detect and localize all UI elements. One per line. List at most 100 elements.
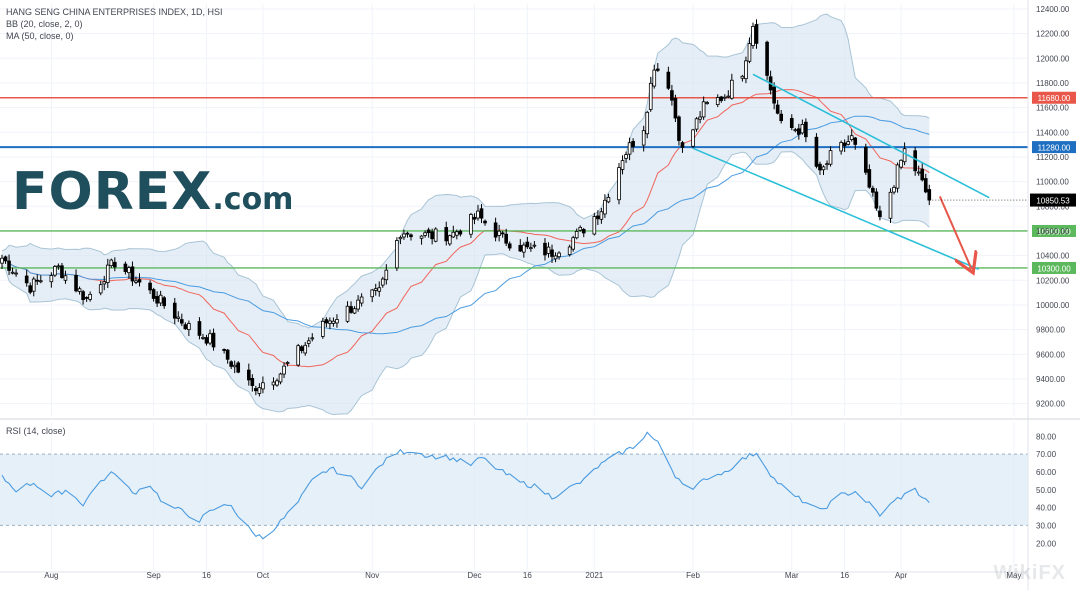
- candle-body: [677, 116, 681, 141]
- candle-body: [63, 275, 68, 281]
- candle-body: [232, 364, 237, 368]
- level-price-label: 10600.00: [1037, 227, 1071, 236]
- candle-body: [109, 259, 114, 267]
- candle-body: [719, 96, 724, 101]
- candle-body: [624, 154, 628, 159]
- candle-body: [299, 346, 304, 351]
- current-price-label: 10850.53: [1036, 197, 1070, 206]
- candle-body: [670, 90, 674, 101]
- price-tick-label: 9400.00: [1036, 375, 1065, 384]
- projection-arrow: [938, 196, 972, 269]
- candle-body: [38, 280, 43, 283]
- candle-body: [694, 118, 699, 130]
- candle-body: [88, 293, 92, 300]
- candle-body: [402, 233, 406, 238]
- candle-body: [599, 211, 604, 220]
- ma-indicator-label: MA (50, close, 0): [6, 31, 74, 41]
- candle-body: [698, 116, 702, 120]
- candle-body: [620, 160, 625, 170]
- level-price-tag: [1032, 224, 1076, 237]
- candle-body: [180, 319, 184, 324]
- logo-main-text: FOREX: [12, 162, 213, 222]
- candle-body: [225, 349, 230, 360]
- candle-body: [730, 79, 734, 99]
- candle-body: [349, 306, 353, 313]
- candle-body: [797, 128, 801, 135]
- candle-body: [271, 381, 276, 386]
- time-tick-label: Nov: [365, 571, 379, 580]
- candle-body: [10, 271, 15, 274]
- candle-body: [754, 24, 759, 44]
- channel-line: [752, 73, 990, 199]
- candle-body: [359, 296, 364, 304]
- candle-body: [606, 197, 611, 203]
- bb-indicator-label: BB (20, close, 2, 0): [6, 19, 83, 29]
- bb-band-fill: [2, 14, 930, 415]
- candle-body: [77, 288, 82, 292]
- time-tick-label: 16: [840, 571, 849, 580]
- candle-body: [821, 166, 826, 171]
- candle-body: [871, 187, 875, 193]
- rsi-pane: [0, 431, 1028, 540]
- candle-body: [648, 82, 653, 110]
- candle-body: [673, 97, 678, 119]
- candle-body: [751, 25, 755, 46]
- candle-body: [747, 43, 752, 62]
- candle-body: [155, 296, 159, 304]
- candle-body: [162, 297, 166, 307]
- price-tick-label: 12200.00: [1036, 30, 1070, 39]
- candle-body: [518, 244, 523, 252]
- rsi-tick-label: 20.00: [1036, 539, 1057, 548]
- candle-body: [373, 288, 378, 291]
- candle-body: [28, 285, 33, 293]
- candle-body: [229, 361, 233, 367]
- candle-body: [303, 344, 308, 354]
- candle-body: [525, 241, 530, 248]
- bb-upper-line: [1, 13, 930, 329]
- candle-body: [849, 135, 854, 140]
- candle-body: [324, 319, 329, 324]
- rsi-tick-label: 50.00: [1036, 486, 1057, 495]
- candle-body: [546, 246, 551, 254]
- candle-body: [35, 279, 40, 282]
- candle-body: [398, 237, 403, 240]
- candle-body: [627, 142, 632, 155]
- logo-domain-text: .com: [212, 182, 294, 217]
- candle-body: [296, 345, 300, 366]
- candles: [0, 19, 932, 397]
- candle-body: [158, 294, 163, 304]
- candle-body: [130, 266, 135, 282]
- candle-body: [553, 255, 558, 260]
- candle-body: [927, 189, 932, 201]
- candle-body: [419, 235, 424, 239]
- candle-body: [335, 319, 339, 324]
- candle-body: [864, 146, 868, 173]
- price-tick-label: 10000.00: [1036, 301, 1070, 310]
- time-tick-label: Sep: [146, 571, 161, 580]
- candle-body: [134, 280, 138, 283]
- time-tick-label: Mar: [785, 571, 799, 580]
- candle-body: [306, 340, 311, 344]
- candle-body: [483, 220, 487, 224]
- candle-body: [701, 101, 706, 118]
- candle-body: [571, 237, 575, 250]
- time-tick-label: Feb: [686, 571, 700, 580]
- candle-body: [825, 163, 829, 166]
- candle-body: [455, 231, 459, 236]
- candle-body: [828, 150, 833, 165]
- candle-body: [645, 111, 650, 135]
- price-tick-label: 10800.00: [1036, 202, 1070, 211]
- candle-body: [81, 291, 85, 301]
- candle-body: [522, 244, 526, 253]
- candle-body: [53, 266, 57, 276]
- candle-body: [257, 387, 262, 394]
- candle-body: [384, 269, 389, 281]
- candle-body: [405, 232, 410, 235]
- candle-body: [867, 169, 872, 188]
- candle-body: [176, 316, 181, 319]
- candle-body: [56, 265, 61, 268]
- candle-body: [208, 333, 212, 344]
- price-tick-label: 10200.00: [1036, 276, 1070, 285]
- candle-body: [328, 320, 332, 324]
- candle-body: [137, 279, 142, 283]
